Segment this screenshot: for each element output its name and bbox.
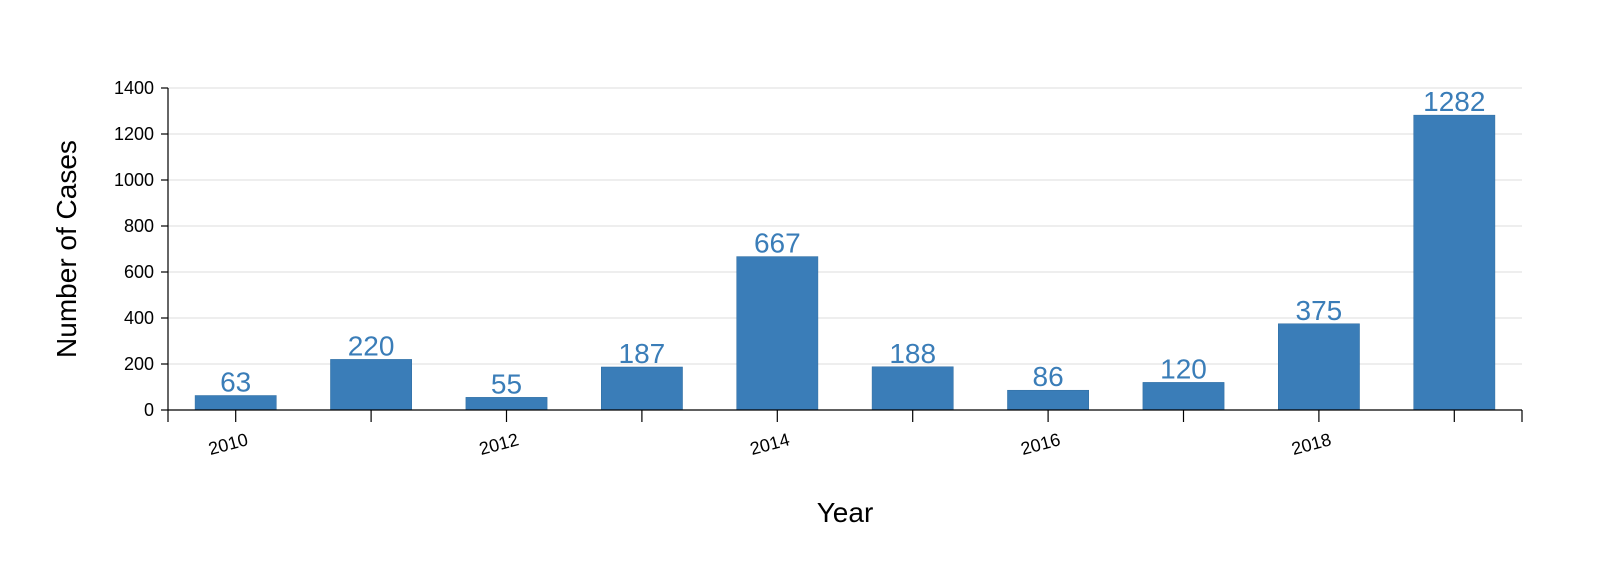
bar-2017: [1142, 382, 1225, 411]
bar-2019: [1413, 114, 1496, 411]
bar-2015: [871, 366, 954, 411]
axes: 0 200 400 600 800 1000 1200 1400 2010 2012 2014 201…: [114, 78, 1523, 459]
y-tick-label: 200: [124, 354, 154, 374]
x-tick-label: 2014: [748, 429, 792, 459]
bar-2016: [1007, 389, 1089, 411]
x-axis-title: Year: [817, 497, 874, 528]
data-label-2019: 1282: [1423, 86, 1485, 117]
y-tick-label: 1400: [114, 78, 154, 98]
bar-2018: [1278, 323, 1360, 411]
data-labels: 63 220 55 187 667 188 86 120 375 1282: [220, 86, 1485, 399]
data-label-2018: 375: [1296, 295, 1343, 326]
bar-2010: [194, 395, 277, 411]
data-label-2017: 120: [1160, 353, 1207, 384]
y-axis-title: Number of Cases: [51, 140, 82, 358]
x-tick-label: 2010: [206, 429, 250, 459]
data-label-2010: 63: [220, 367, 251, 398]
data-label-2011: 220: [348, 330, 395, 361]
y-tick-label: 1200: [114, 124, 154, 144]
data-label-2013: 187: [619, 338, 666, 369]
x-tick-label: 2016: [1019, 429, 1063, 459]
x-tick-label: 2012: [477, 429, 521, 459]
x-tick-label: 2018: [1289, 429, 1333, 459]
bars: [194, 114, 1496, 411]
y-tick-label: 0: [144, 400, 154, 420]
data-label-2012: 55: [491, 368, 522, 399]
y-tick-label: 800: [124, 216, 154, 236]
bar-2013: [601, 366, 683, 411]
data-label-2016: 86: [1033, 361, 1064, 392]
bar-2011: [330, 359, 412, 411]
bar-2014: [736, 256, 819, 411]
y-tick-label: 400: [124, 308, 154, 328]
y-tick-label: 600: [124, 262, 154, 282]
y-tick-label: 1000: [114, 170, 154, 190]
data-label-2015: 188: [889, 338, 936, 369]
gridlines: [168, 87, 1522, 365]
data-label-2014: 667: [754, 228, 801, 259]
